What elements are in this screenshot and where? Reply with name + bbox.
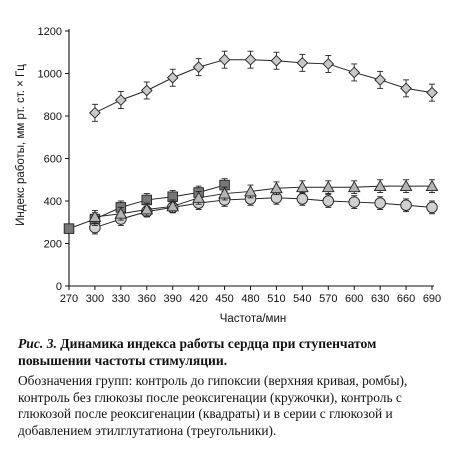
x-tick-label: 450	[215, 293, 233, 305]
data-point-circle	[322, 195, 335, 207]
y-tick-label: 1200	[38, 26, 62, 38]
x-tick-label: 360	[138, 293, 156, 305]
x-tick-label: 480	[241, 293, 259, 305]
x-tick-label: 660	[397, 293, 415, 305]
axes-layer: 0 200 400 600 800 1000 1200 270 300 330 360 390 420 4…	[38, 26, 442, 305]
x-tick-label: 600	[345, 293, 363, 305]
data-point-diamond	[348, 66, 361, 79]
data-point-diamond	[322, 58, 335, 70]
data-point-triangle	[140, 202, 154, 215]
y-tick-label: 800	[44, 111, 62, 123]
x-tick-label: 390	[164, 293, 182, 305]
y-tick-label: 200	[44, 239, 62, 251]
data-point-diamond	[374, 74, 386, 86]
data-point-square	[63, 223, 75, 234]
data-point-triangle	[425, 179, 439, 192]
caption-title: Рис. 3. Динамика индекса работы сердца п…	[18, 336, 446, 369]
data-point-triangle	[166, 199, 180, 212]
x-tick-label: 300	[86, 293, 104, 305]
y-tick-label: 0	[56, 281, 62, 293]
x-tick-label: 270	[60, 293, 78, 305]
data-point-circle	[426, 201, 438, 214]
caption-legend-text: Обозначения групп: контроль до гипоксии …	[18, 373, 408, 438]
data-point-circle	[296, 193, 309, 205]
data-point-diamond	[89, 106, 101, 119]
data-point-diamond	[218, 53, 231, 66]
y-tick-label: 1000	[38, 69, 62, 81]
x-tick-label: 630	[371, 293, 389, 305]
data-point-triangle	[192, 191, 206, 203]
chart-figure: 0 200 400 600 800 1000 1200 270 300 330 360 390 420 4…	[15, 26, 442, 325]
data-point-diamond	[140, 84, 153, 97]
data-point-circle	[348, 196, 360, 208]
data-point-diamond	[244, 53, 257, 66]
data-point-triangle	[114, 207, 128, 219]
y-tick-label: 400	[44, 196, 62, 208]
series-line	[94, 185, 432, 218]
series-layer	[63, 50, 439, 235]
data-point-triangle	[347, 180, 361, 193]
data-point-diamond	[115, 94, 127, 106]
data-point-circle	[374, 197, 386, 209]
data-point-diamond	[270, 54, 283, 67]
data-point-diamond	[296, 57, 309, 69]
figure-caption: Рис. 3. Динамика индекса работы сердца п…	[18, 336, 446, 439]
data-point-triangle	[88, 210, 102, 222]
x-tick-label: 570	[319, 293, 337, 305]
data-point-triangle	[295, 180, 309, 193]
y-tick-label: 600	[44, 154, 62, 166]
data-point-triangle	[373, 179, 387, 192]
data-point-circle	[400, 199, 412, 211]
series-diamond	[89, 50, 438, 122]
x-tick-label: 330	[112, 293, 130, 305]
x-tick-label: 420	[189, 293, 207, 305]
series-triangle	[88, 179, 439, 224]
line-chart: 0 200 400 600 800 1000 1200 270 300 330 360 390 420 4…	[15, 26, 442, 325]
x-tick-label: 540	[293, 293, 311, 305]
data-point-diamond	[400, 82, 412, 95]
data-point-triangle	[244, 184, 257, 197]
data-point-triangle	[399, 179, 413, 192]
caption-title-text: Динамика индекса работы сердца при ступе…	[18, 336, 377, 368]
figure-label: Рис. 3.	[18, 336, 57, 351]
data-point-diamond	[192, 61, 205, 73]
data-point-triangle	[321, 180, 335, 193]
data-point-diamond	[426, 86, 438, 99]
x-axis-title: Частота/мин	[220, 313, 287, 325]
y-axis-title: Индекс работы, мм рт. ст. × Гц	[15, 64, 27, 226]
data-point-diamond	[166, 71, 179, 84]
data-point-triangle	[270, 181, 283, 194]
x-tick-label: 690	[423, 293, 441, 305]
data-point-triangle	[218, 187, 231, 199]
x-tick-label: 510	[267, 293, 285, 305]
